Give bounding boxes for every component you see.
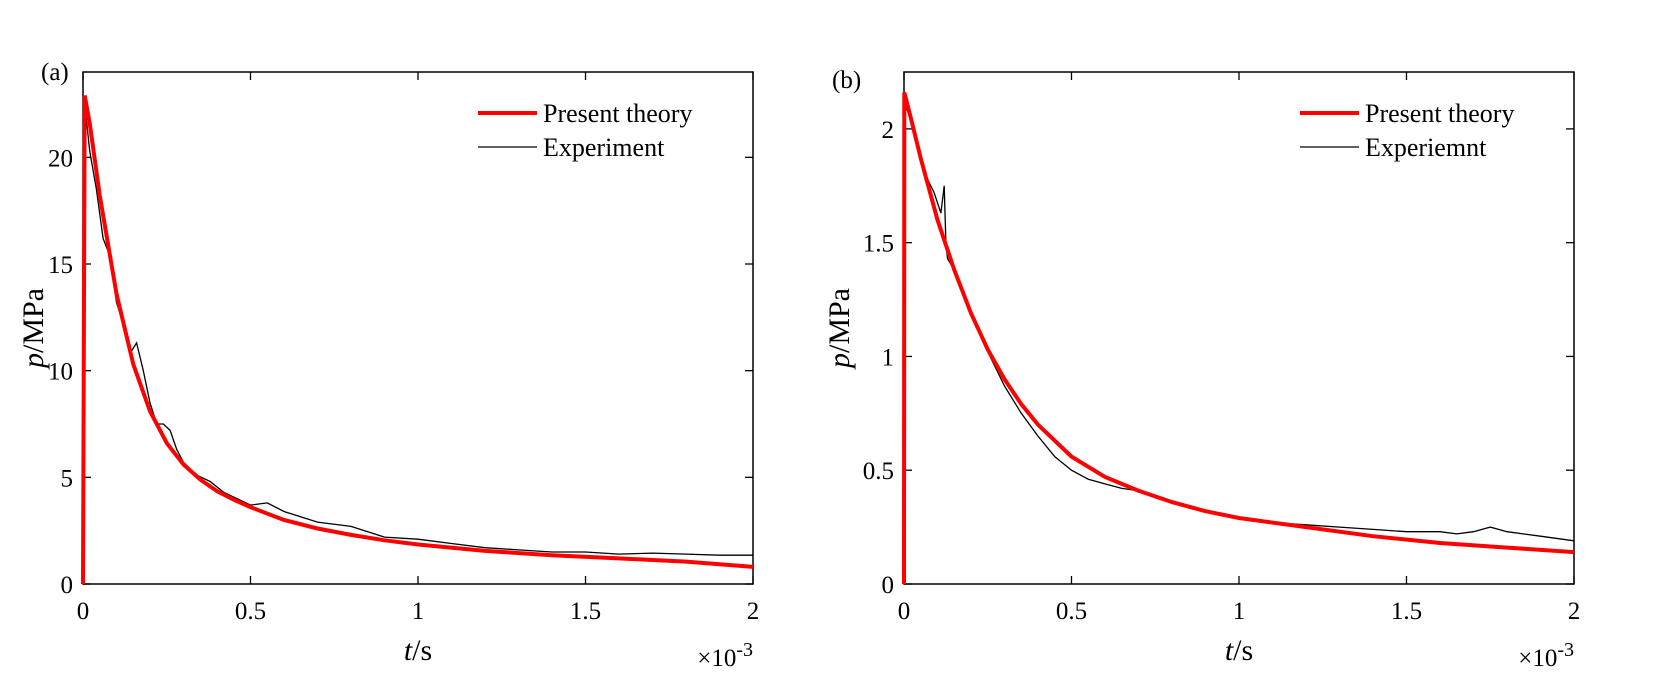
series-line-experiment [903, 103, 1575, 585]
y-axis-label: p/MPa [823, 288, 856, 370]
x-tick-label: 0.5 [235, 598, 266, 625]
y-tick-label: 15 [48, 252, 73, 279]
series-line-theory [902, 92, 1575, 585]
x-axis-multiplier: ×10-3 [697, 639, 753, 672]
x-tick-label: 1 [412, 598, 425, 625]
y-tick-label: 10 [48, 359, 73, 386]
x-tick-label: 2 [747, 598, 760, 625]
x-axis-multiplier-exp: -3 [1557, 639, 1574, 661]
legend-entry: Experiemnt [1365, 133, 1487, 162]
x-tick-label: 0 [898, 598, 911, 625]
x-tick-label: 2 [1568, 598, 1581, 625]
y-tick-label: 0.5 [863, 458, 894, 485]
x-axis-label-var: t [404, 634, 413, 667]
y-axis-label: p/MPa [17, 288, 50, 370]
x-axis-multiplier: ×10-3 [1518, 639, 1574, 672]
y-axis-label-unit: /MPa [17, 288, 50, 353]
legend-entry: Present theory [543, 99, 692, 128]
y-tick-label: 0 [61, 572, 74, 599]
legend: Present theory Experiment [478, 99, 692, 162]
legend-entry: Present theory [1365, 99, 1514, 128]
y-tick-label: 2 [882, 117, 895, 144]
y-tick-label: 0 [882, 572, 895, 599]
panel-label: (b) [832, 67, 861, 94]
panel-label: (a) [41, 59, 69, 86]
x-axis-label-unit: /s [412, 634, 432, 667]
x-axis-multiplier-base: ×10 [1518, 645, 1557, 672]
x-axis-label-unit: /s [1233, 634, 1253, 667]
x-axis-label: t/s [404, 634, 432, 667]
x-tick-label: 1.5 [570, 598, 601, 625]
x-axis-label-var: t [1225, 634, 1234, 667]
y-tick-label: 1.5 [863, 231, 894, 258]
x-tick-label: 1.5 [1391, 598, 1422, 625]
x-tick-label: 1 [1233, 598, 1246, 625]
x-axis-label: t/s [1225, 634, 1253, 667]
series-line-experiment [82, 106, 753, 585]
y-tick-label: 20 [48, 145, 73, 172]
series-line-theory [81, 95, 754, 585]
legend: Present theory Experiemnt [1300, 99, 1514, 162]
x-tick-label: 0.5 [1056, 598, 1087, 625]
y-axis-label-unit: /MPa [823, 288, 856, 353]
x-axis-multiplier-exp: -3 [736, 639, 753, 661]
y-tick-label: 5 [61, 465, 74, 492]
x-axis-multiplier-base: ×10 [697, 645, 736, 672]
y-axis-label-var: p [823, 353, 856, 370]
y-tick-label: 1 [882, 344, 895, 371]
legend-entry: Experiment [543, 133, 665, 162]
y-axis-label-var: p [17, 353, 50, 370]
panel-b: 0 0.5 1 1.5 2 0 0.5 1 1.5 2 t/s ×10-3 p/MPa (b) Presen… [823, 67, 1580, 672]
x-tick-label: 0 [77, 598, 90, 625]
